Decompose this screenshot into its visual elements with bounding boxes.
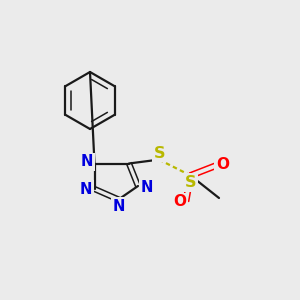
- Text: O: O: [173, 194, 186, 209]
- Text: O: O: [216, 157, 229, 172]
- Text: S: S: [154, 146, 165, 160]
- Text: N: N: [81, 154, 93, 169]
- Text: S: S: [185, 175, 196, 190]
- Text: N: N: [141, 180, 153, 195]
- Text: N: N: [113, 199, 125, 214]
- Text: N: N: [80, 182, 92, 196]
